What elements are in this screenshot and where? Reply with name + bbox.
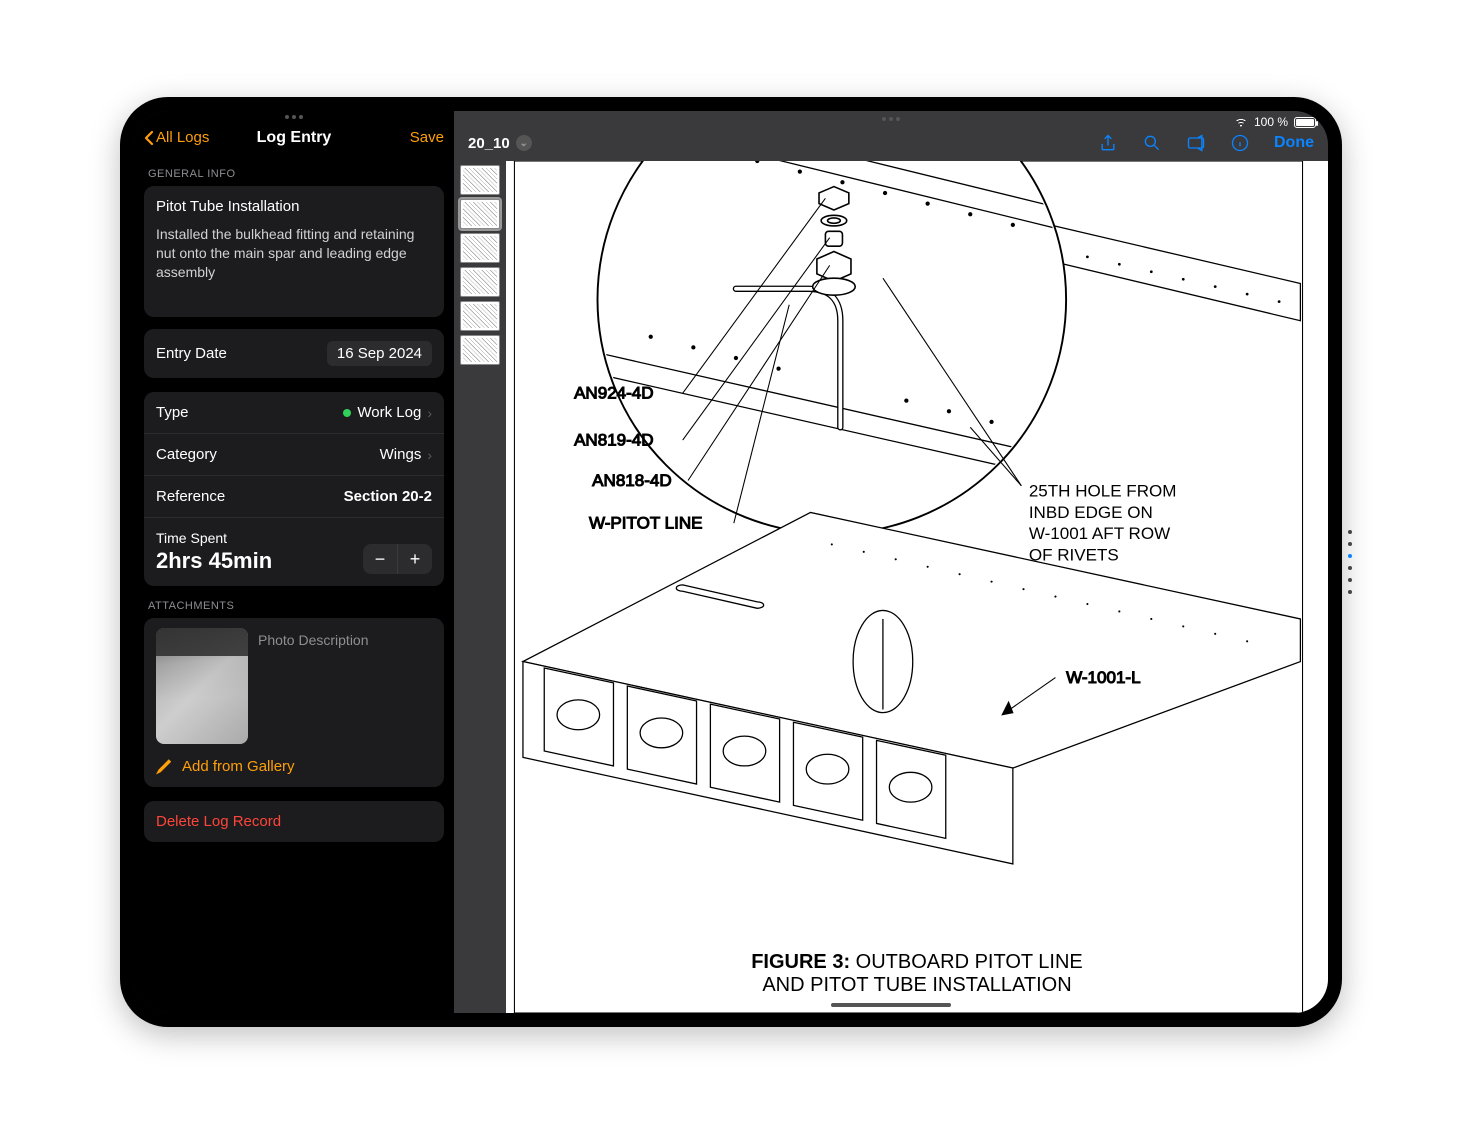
pencil-icon — [156, 759, 172, 775]
battery-icon — [1294, 117, 1316, 128]
left-pane: All Logs Log Entry Save GENERAL INFO Pit… — [134, 111, 454, 1013]
type-label: Type — [156, 404, 189, 421]
callout-an819: AN819-4D — [574, 430, 654, 449]
page-thumbnail[interactable] — [460, 267, 500, 297]
technical-diagram: AN924-4D AN819-4D AN818-4D W-PITOT LINE … — [506, 161, 1328, 1013]
info-icon[interactable] — [1230, 133, 1250, 153]
category-label: Category — [156, 446, 217, 463]
back-button[interactable]: All Logs — [144, 129, 209, 146]
attachment-thumbnail[interactable] — [156, 628, 248, 744]
photo-description-input[interactable]: Photo Description — [258, 628, 369, 744]
chevron-right-icon: › — [427, 447, 432, 463]
page-thumbnail[interactable] — [460, 335, 500, 365]
battery-pct: 100 % — [1254, 115, 1288, 129]
callout-pitot-line: W-PITOT LINE — [589, 513, 703, 532]
status-bar: 100 % — [1234, 115, 1316, 129]
delete-button[interactable]: Delete Log Record — [144, 801, 444, 842]
search-icon[interactable] — [1142, 133, 1162, 153]
time-spent-value: 2hrs 45min — [156, 548, 272, 573]
type-row[interactable]: Type Work Log › — [144, 392, 444, 433]
reference-label: Reference — [156, 488, 225, 505]
entry-date-card: Entry Date 16 Sep 2024 — [144, 329, 444, 378]
category-row[interactable]: Category Wings › — [144, 433, 444, 475]
figure-line1: OUTBOARD PITOT LINE — [850, 951, 1083, 973]
delete-label: Delete Log Record — [156, 813, 281, 830]
document-title: 20_10 — [468, 135, 510, 152]
toolbar-actions: Done — [1098, 133, 1314, 153]
share-icon[interactable] — [1098, 133, 1118, 153]
back-label: All Logs — [156, 129, 209, 146]
stepper-minus-button[interactable]: − — [363, 544, 397, 574]
multitask-dots-right[interactable] — [882, 117, 900, 121]
entry-body-input[interactable]: Installed the bulkhead fitting and retai… — [156, 225, 432, 305]
document-page[interactable]: AN924-4D AN819-4D AN818-4D W-PITOT LINE … — [506, 161, 1328, 1013]
page-thumbnail[interactable] — [460, 301, 500, 331]
general-info-header: GENERAL INFO — [134, 154, 454, 186]
details-card: Type Work Log › Category Wings › Referen… — [144, 392, 444, 586]
part-label: W-1001-L — [1066, 668, 1140, 687]
page-thumbnail[interactable] — [460, 199, 500, 229]
wifi-icon — [1234, 117, 1248, 127]
status-dot-icon — [343, 409, 351, 417]
reference-row[interactable]: Reference Section 20-2 — [144, 475, 444, 517]
stepper-plus-button[interactable]: + — [398, 544, 432, 574]
markup-icon[interactable] — [1186, 133, 1206, 153]
figure-caption: FIGURE 3: OUTBOARD PITOT LINE AND PITOT … — [506, 951, 1328, 997]
add-from-gallery-button[interactable]: Add from Gallery — [144, 748, 444, 787]
chevron-left-icon — [144, 130, 154, 146]
entry-date-label: Entry Date — [156, 345, 227, 362]
home-indicator[interactable] — [831, 1003, 951, 1007]
time-spent-row: Time Spent 2hrs 45min − + — [144, 517, 444, 586]
entry-date-row[interactable]: Entry Date 16 Sep 2024 — [144, 329, 444, 378]
nav-bar: All Logs Log Entry Save — [134, 111, 454, 154]
ipad-frame: All Logs Log Entry Save GENERAL INFO Pit… — [120, 97, 1342, 1027]
callout-an924: AN924-4D — [574, 383, 654, 402]
delete-card: Delete Log Record — [144, 801, 444, 842]
volume-dots — [1348, 530, 1352, 594]
category-value: Wings — [380, 446, 422, 463]
save-button[interactable]: Save — [410, 129, 444, 146]
general-info-card: Pitot Tube Installation Installed the bu… — [144, 186, 444, 317]
figure-line2: AND PITOT TUBE INSTALLATION — [762, 974, 1071, 996]
figure-number: FIGURE 3: — [751, 951, 850, 973]
entry-title-input[interactable]: Pitot Tube Installation — [156, 198, 432, 215]
chevron-down-icon: ⌄ — [516, 135, 532, 151]
attachments-header: ATTACHMENTS — [134, 586, 454, 618]
page-thumbnail[interactable] — [460, 165, 500, 195]
screen: All Logs Log Entry Save GENERAL INFO Pit… — [134, 111, 1328, 1013]
page-thumbnail[interactable] — [460, 233, 500, 263]
right-pane: 100 % 20_10 ⌄ Done — [454, 111, 1328, 1013]
done-button[interactable]: Done — [1274, 134, 1314, 152]
document-body: AN924-4D AN819-4D AN818-4D W-PITOT LINE … — [454, 161, 1328, 1013]
chevron-right-icon: › — [427, 405, 432, 421]
page-thumbnails — [454, 161, 506, 1013]
entry-date-value[interactable]: 16 Sep 2024 — [327, 341, 432, 366]
attachments-card: Photo Description Add from Gallery — [144, 618, 444, 787]
type-value: Work Log — [357, 404, 421, 421]
document-title-button[interactable]: 20_10 ⌄ — [468, 135, 532, 152]
time-stepper: − + — [363, 544, 432, 574]
reference-value: Section 20-2 — [344, 488, 432, 505]
add-gallery-label: Add from Gallery — [182, 758, 295, 775]
callout-an818: AN818-4D — [592, 471, 672, 490]
time-spent-label: Time Spent — [156, 530, 272, 546]
